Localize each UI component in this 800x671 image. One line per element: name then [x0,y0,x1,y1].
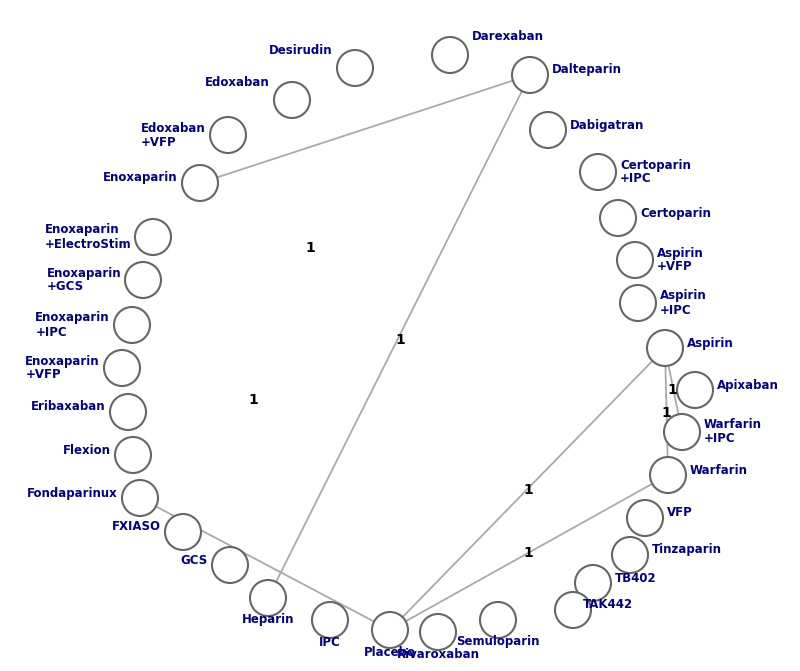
Circle shape [575,565,611,601]
Circle shape [627,500,663,536]
Text: VFP: VFP [667,507,693,519]
Text: Enoxaparin
+ElectroStim: Enoxaparin +ElectroStim [44,223,131,250]
Text: 1: 1 [523,546,533,560]
Text: FXIASO: FXIASO [112,521,161,533]
Circle shape [182,165,218,201]
Text: Warfarin
+IPC: Warfarin +IPC [704,419,762,446]
Text: Desirudin: Desirudin [270,44,333,56]
Circle shape [530,112,566,148]
Text: TAK442: TAK442 [583,599,633,611]
Text: Certoparin
+IPC: Certoparin +IPC [620,158,691,185]
Text: 1: 1 [248,393,258,407]
Circle shape [125,262,161,298]
Circle shape [135,219,171,255]
Text: IPC: IPC [319,635,341,648]
Text: Eribaxaban: Eribaxaban [31,401,106,413]
Text: Aspirin
+VFP: Aspirin +VFP [657,246,704,274]
Circle shape [650,457,686,493]
Text: Enoxaparin: Enoxaparin [103,172,178,185]
Text: Dabigatran: Dabigatran [570,119,644,132]
Text: GCS: GCS [181,554,208,566]
Circle shape [600,200,636,236]
Circle shape [104,350,140,386]
Text: 1: 1 [305,241,315,255]
Text: TB402: TB402 [615,572,657,584]
Text: 1: 1 [667,383,677,397]
Circle shape [432,37,468,73]
Circle shape [647,330,683,366]
Text: 1: 1 [395,333,405,347]
Text: Heparin: Heparin [242,613,294,627]
Text: Aspirin
+IPC: Aspirin +IPC [660,289,706,317]
Text: Enoxaparin
+GCS: Enoxaparin +GCS [46,266,121,293]
Circle shape [114,307,150,343]
Circle shape [312,602,348,638]
Circle shape [110,394,146,430]
Circle shape [372,612,408,648]
Circle shape [250,580,286,616]
Text: Tinzaparin: Tinzaparin [652,544,722,556]
Circle shape [274,82,310,118]
Text: Warfarin: Warfarin [690,464,748,476]
Circle shape [210,117,246,153]
Circle shape [555,592,591,628]
Text: Darexaban: Darexaban [472,30,544,44]
Circle shape [612,537,648,573]
Text: Apixaban: Apixaban [717,378,779,391]
Text: Enoxaparin
+VFP: Enoxaparin +VFP [26,354,100,382]
Text: 1: 1 [661,406,671,420]
Circle shape [580,154,616,190]
Circle shape [165,514,201,550]
Circle shape [677,372,713,408]
Text: Edoxaban
+VFP: Edoxaban +VFP [142,121,206,148]
Text: Fondaparinux: Fondaparinux [27,486,118,499]
Text: Dalteparin: Dalteparin [552,64,622,76]
Text: Certoparin: Certoparin [640,207,711,219]
Text: Rivaroxaban: Rivaroxaban [397,648,479,660]
Circle shape [664,414,700,450]
Circle shape [115,437,151,473]
Text: Aspirin: Aspirin [687,336,734,350]
Circle shape [122,480,158,516]
Circle shape [212,547,248,583]
Text: 1: 1 [523,483,533,497]
Circle shape [420,614,456,650]
Text: Flexion: Flexion [63,444,111,456]
Text: Edoxaban: Edoxaban [206,76,270,89]
Circle shape [337,50,373,86]
Circle shape [480,602,516,638]
Circle shape [617,242,653,278]
Text: Semuloparin: Semuloparin [456,635,540,648]
Text: Enoxaparin
+IPC: Enoxaparin +IPC [35,311,110,338]
Text: Placebo: Placebo [364,646,416,658]
Circle shape [512,57,548,93]
Circle shape [620,285,656,321]
